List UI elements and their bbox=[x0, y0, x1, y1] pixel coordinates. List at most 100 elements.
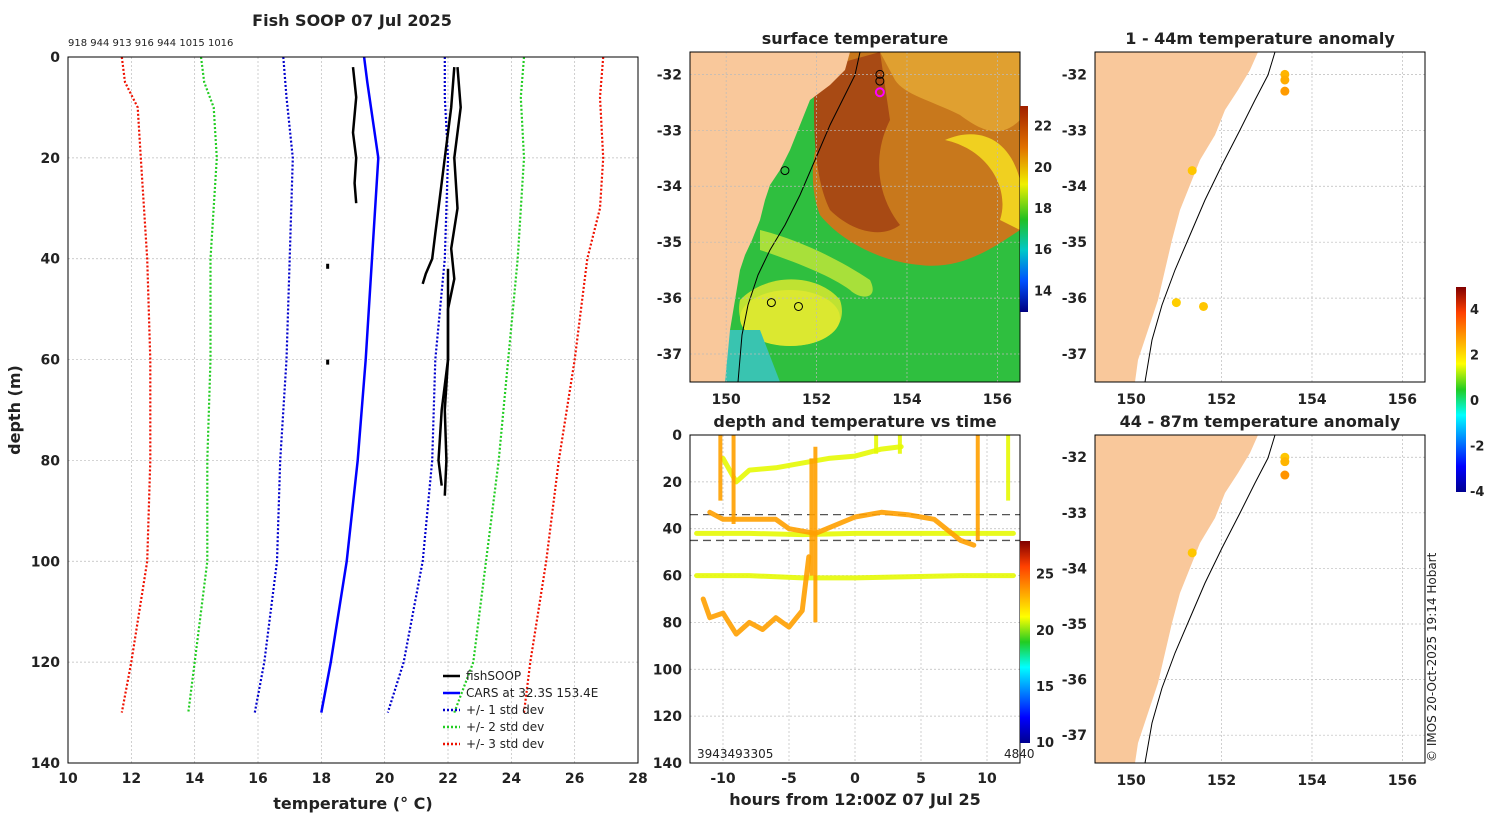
anomaly-deep-point bbox=[1187, 548, 1197, 558]
time-xtick-label: 10 bbox=[977, 771, 997, 787]
profile-series-line bbox=[320, 56, 380, 713]
legend-label-std2: +/- 2 std dev bbox=[466, 720, 544, 734]
anomaly-shallow-xtick-label: 152 bbox=[1207, 392, 1236, 408]
time-trace bbox=[707, 509, 977, 548]
profile-ytick-label: 140 bbox=[31, 756, 60, 772]
sst-marker bbox=[874, 87, 885, 98]
legend-label-cars: CARS at 32.3S 153.4E bbox=[466, 686, 598, 700]
sst-ytick-label: -34 bbox=[657, 179, 683, 195]
time-xtick-label: -10 bbox=[710, 771, 736, 787]
anomaly-deep-ytick-label: -33 bbox=[1062, 506, 1087, 522]
time-ytick-label: 0 bbox=[672, 428, 682, 444]
anomaly-shallow-ytick-label: -37 bbox=[1062, 347, 1087, 363]
anomaly-deep-ytick-label: -32 bbox=[1062, 450, 1087, 466]
sst-filament bbox=[760, 230, 873, 297]
anomaly-deep-ticks: 150 152 154 156 -32 -33 -34 -35 -36 -37 bbox=[1062, 450, 1417, 789]
sst-colorbar-label: 20 bbox=[1034, 161, 1052, 176]
anomaly-colorbar-label: -2 bbox=[1470, 439, 1484, 454]
profile-legend: fishSOOP CARS at 32.3S 153.4E +/- 1 std … bbox=[443, 669, 598, 751]
anomaly-shallow-xtick-label: 150 bbox=[1117, 392, 1146, 408]
anomaly-deep-xtick-label: 152 bbox=[1207, 773, 1236, 789]
copyright-text: © IMOS 20-Oct-2025 19:14 Hobart bbox=[1425, 552, 1439, 762]
profile-xtick-label: 18 bbox=[312, 771, 331, 787]
sst-ytick-label: -32 bbox=[657, 67, 682, 83]
anomaly-shallow-land bbox=[1095, 52, 1258, 382]
profile-ytick-label: 120 bbox=[31, 655, 60, 671]
time-colorbar-label: 25 bbox=[1036, 568, 1054, 583]
anomaly-shallow-xtick-label: 156 bbox=[1388, 392, 1417, 408]
time-grid bbox=[690, 434, 1020, 764]
sst-colorbar-ticks: 14 16 18 20 22 bbox=[1034, 120, 1052, 300]
profile-ylabel: depth (m) bbox=[5, 365, 24, 455]
sst-markers bbox=[766, 69, 885, 311]
sst-ticks: 150 152 154 156 -32 -33 -34 -35 -36 -37 bbox=[657, 67, 1012, 408]
time-colorbar-label: 15 bbox=[1036, 680, 1054, 695]
time-series bbox=[694, 435, 1016, 637]
profile-axes-frame bbox=[67, 56, 639, 764]
anomaly-shallow-coast bbox=[1095, 52, 1276, 382]
profile-series-line bbox=[437, 268, 450, 486]
sst-colorbar bbox=[1020, 106, 1028, 312]
profile-xtick-label: 20 bbox=[375, 771, 395, 787]
time-panel: depth and temperature vs time -10 -5 0 5 100… bbox=[653, 412, 1054, 809]
sst-north-band bbox=[880, 52, 1020, 132]
time-xtick-label: -5 bbox=[781, 771, 797, 787]
profile-series bbox=[120, 56, 605, 713]
anomaly-deep-points bbox=[1187, 452, 1290, 558]
profile-ticks: 10 12 14 16 18 20 22 24 26 28 0 20 40 60 80 100 120 140 bbox=[31, 50, 648, 787]
profile-ytick-label: 0 bbox=[50, 50, 60, 66]
legend-label-std3: +/- 3 std dev bbox=[466, 737, 544, 751]
sst-colorbar-label: 18 bbox=[1034, 202, 1052, 217]
anomaly-deep-coast bbox=[1095, 435, 1276, 763]
sst-marker bbox=[766, 298, 776, 308]
sst-xtick-label: 154 bbox=[892, 392, 921, 408]
anomaly-deep-grid bbox=[1095, 435, 1425, 763]
profile-xtick-label: 24 bbox=[502, 771, 522, 787]
sst-ytick-label: -33 bbox=[657, 123, 682, 139]
legend-label-std1: +/- 1 std dev bbox=[466, 703, 544, 717]
time-ytick-label: 100 bbox=[653, 662, 682, 678]
profile-series-line bbox=[351, 66, 358, 204]
sst-front bbox=[945, 134, 1020, 230]
sst-colorbar-label: 14 bbox=[1034, 284, 1052, 299]
time-ytick-label: 20 bbox=[663, 475, 683, 491]
time-xlabel: hours from 12:00Z 07 Jul 25 bbox=[729, 790, 980, 809]
time-ytick-label: 80 bbox=[663, 615, 683, 631]
profile-xtick-label: 22 bbox=[438, 771, 457, 787]
anomaly-shallow-point bbox=[1198, 301, 1208, 311]
profile-xtick-label: 16 bbox=[248, 771, 267, 787]
time-trace bbox=[694, 530, 1016, 538]
time-trace bbox=[720, 444, 904, 485]
anomaly-shallow-ytick-label: -36 bbox=[1062, 291, 1087, 307]
anomaly-shallow-ytick-label: -32 bbox=[1062, 67, 1087, 83]
profile-series-line bbox=[421, 67, 456, 285]
anomaly-shallow-ytick-label: -35 bbox=[1062, 235, 1087, 251]
anomaly-deep-point bbox=[1280, 457, 1290, 467]
surface-title: surface temperature bbox=[762, 29, 949, 48]
anomaly-colorbar-label: 0 bbox=[1470, 394, 1479, 409]
sst-xtick-label: 150 bbox=[712, 392, 741, 408]
sst-marker bbox=[780, 166, 790, 176]
profile-ytick-label: 20 bbox=[41, 151, 61, 167]
sst-xtick-label: 156 bbox=[983, 392, 1012, 408]
sst-marker bbox=[793, 301, 803, 311]
profile-series-line bbox=[253, 56, 294, 713]
anomaly-shallow-title: 1 - 44m temperature anomaly bbox=[1125, 29, 1395, 48]
profile-xlabel: temperature (° C) bbox=[273, 794, 432, 813]
sst-image bbox=[690, 52, 1020, 382]
profile-ytick-label: 40 bbox=[41, 252, 61, 268]
time-ytick-label: 40 bbox=[663, 522, 683, 538]
anomaly-deep-xtick-label: 154 bbox=[1297, 773, 1326, 789]
anomaly-deep-contour bbox=[1144, 435, 1276, 763]
sst-land bbox=[690, 52, 850, 382]
anomaly-deep-title: 44 - 87m temperature anomaly bbox=[1120, 412, 1401, 431]
profile-series-line bbox=[453, 56, 526, 713]
anomaly-shallow-xtick-label: 154 bbox=[1297, 392, 1326, 408]
anomaly-shallow-points bbox=[1171, 69, 1290, 311]
anomaly-deep-xtick-label: 156 bbox=[1388, 773, 1417, 789]
sst-shelf-contour bbox=[737, 52, 861, 382]
profile-ytick-label: 60 bbox=[41, 353, 61, 369]
sst-ytick-label: -35 bbox=[657, 235, 682, 251]
profile-title: Fish SOOP 07 Jul 2025 bbox=[252, 11, 452, 30]
drop-ids: 918 944 913 916 944 1015 1016 bbox=[68, 38, 233, 49]
